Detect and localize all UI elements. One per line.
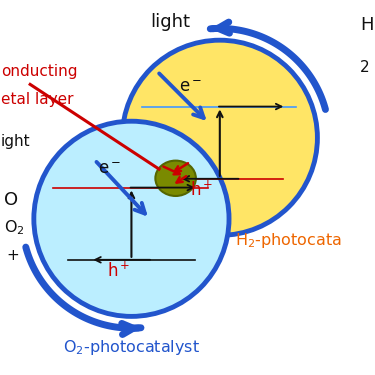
Text: O: O [4,191,18,209]
Text: e$^-$: e$^-$ [179,78,202,96]
Text: O$_2$-photocatalyst: O$_2$-photocatalyst [63,338,200,357]
Text: e$^-$: e$^-$ [98,160,121,178]
Text: h$^+$: h$^+$ [190,181,214,200]
Text: etal layer: etal layer [1,92,73,106]
Circle shape [34,121,229,316]
Text: O$_2$: O$_2$ [4,219,25,237]
Text: light: light [150,13,190,31]
Text: H: H [360,16,373,34]
Text: onducting: onducting [1,64,77,79]
Text: 2: 2 [360,60,369,75]
Text: h$^+$: h$^+$ [108,262,131,281]
Circle shape [122,40,317,236]
Text: H$_2$-photocata: H$_2$-photocata [234,231,342,251]
Text: ight: ight [1,134,30,149]
Ellipse shape [155,160,196,196]
Text: +: + [6,248,19,263]
